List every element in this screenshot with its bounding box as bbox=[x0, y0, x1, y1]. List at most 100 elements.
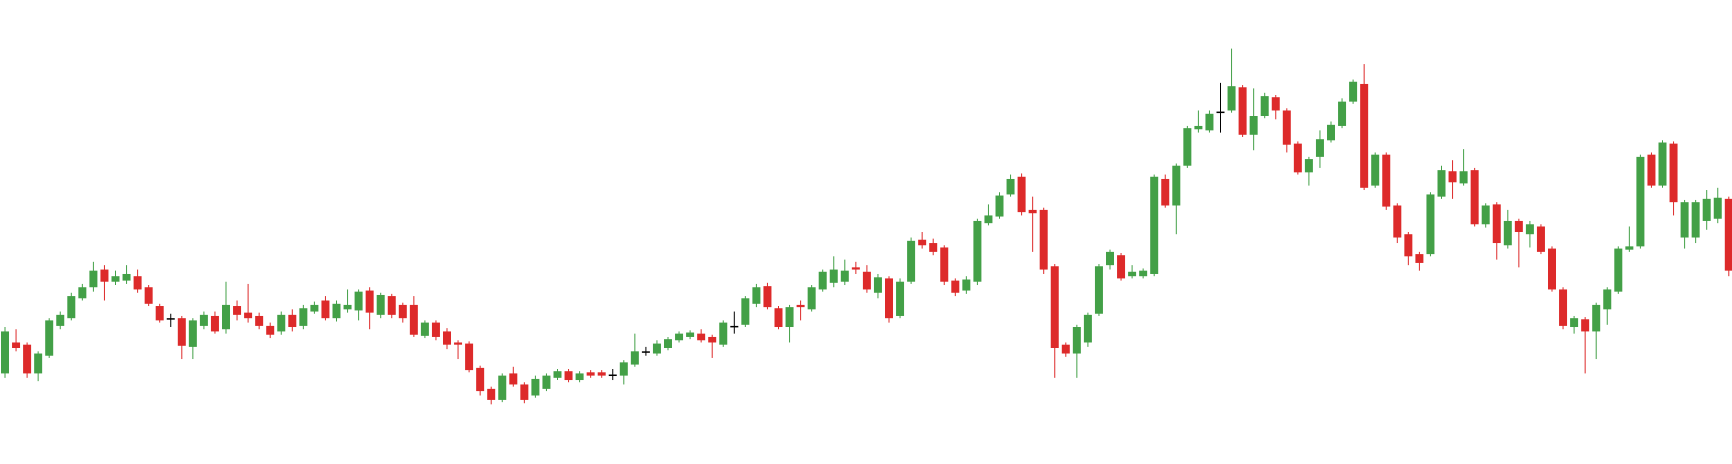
candle-body bbox=[664, 339, 672, 348]
candle-body bbox=[23, 344, 32, 374]
candle-body bbox=[45, 320, 54, 356]
candle-body bbox=[1227, 86, 1236, 111]
candle-body bbox=[973, 220, 982, 282]
candle-body bbox=[1724, 198, 1732, 271]
candle-body bbox=[498, 375, 507, 400]
candle-body bbox=[487, 388, 496, 400]
candle-body bbox=[1150, 176, 1159, 274]
candle-body bbox=[542, 375, 551, 389]
candle-body bbox=[951, 280, 960, 293]
candle-body bbox=[1083, 314, 1092, 343]
candle-body bbox=[686, 332, 695, 337]
candle-body bbox=[188, 320, 197, 347]
candle-body bbox=[1448, 171, 1457, 183]
candle-body bbox=[641, 351, 650, 353]
candle-body bbox=[1349, 81, 1358, 102]
candle-body bbox=[1680, 202, 1689, 238]
candle-body bbox=[1017, 176, 1026, 213]
candle-body bbox=[1559, 289, 1568, 326]
candle-body bbox=[89, 270, 98, 288]
candle-body bbox=[708, 336, 717, 343]
candle-body bbox=[829, 269, 838, 283]
candle-body bbox=[1404, 234, 1413, 257]
candle-body bbox=[409, 304, 418, 335]
candle-body bbox=[984, 215, 993, 224]
candle-body bbox=[1117, 255, 1126, 279]
candle-body bbox=[12, 342, 21, 348]
candle-body bbox=[365, 290, 374, 313]
candle-body bbox=[133, 276, 142, 290]
candle-body bbox=[929, 243, 938, 252]
candle-body bbox=[100, 269, 109, 282]
candle-body bbox=[166, 318, 175, 320]
candle-body bbox=[796, 304, 805, 308]
candle-body bbox=[995, 195, 1004, 217]
candle-body bbox=[1050, 266, 1059, 348]
candle-body bbox=[1094, 266, 1103, 314]
candle-body bbox=[1, 331, 9, 374]
candle-body bbox=[630, 351, 639, 365]
candle-body bbox=[730, 325, 739, 328]
candle-body bbox=[1503, 220, 1512, 246]
candle-body bbox=[111, 276, 120, 282]
candle-body bbox=[443, 331, 451, 345]
candle-body bbox=[1492, 204, 1501, 244]
candle-body bbox=[553, 371, 562, 378]
candle-body bbox=[266, 325, 275, 335]
candle-body bbox=[1205, 113, 1214, 131]
candle-body bbox=[34, 353, 43, 374]
candle-body bbox=[1514, 220, 1523, 232]
candle-body bbox=[1713, 197, 1722, 219]
candle-body bbox=[277, 314, 286, 332]
candle-body bbox=[1039, 209, 1048, 270]
candle-body bbox=[1393, 205, 1402, 238]
candle-body bbox=[1426, 194, 1435, 255]
candle-body bbox=[321, 300, 330, 319]
candle-body bbox=[1260, 96, 1269, 116]
candle-body bbox=[1415, 254, 1424, 263]
candle-body bbox=[177, 318, 186, 346]
candle-body bbox=[1581, 319, 1590, 332]
candle-body bbox=[785, 307, 794, 328]
candle-body bbox=[1603, 289, 1612, 310]
candle-body bbox=[222, 304, 230, 330]
candle-body bbox=[818, 271, 827, 290]
candle-body bbox=[454, 342, 463, 345]
candle-body bbox=[1625, 246, 1634, 250]
candle-body bbox=[1548, 248, 1556, 290]
candle-body bbox=[851, 267, 860, 270]
candle-body bbox=[1293, 143, 1302, 173]
candle-body bbox=[520, 384, 529, 400]
candle-body bbox=[376, 294, 385, 315]
candle-body bbox=[1304, 159, 1313, 173]
candle-body bbox=[1128, 271, 1137, 277]
candle-body bbox=[1470, 170, 1479, 225]
candle-body bbox=[763, 286, 772, 308]
candle-body bbox=[420, 322, 429, 336]
candle-body bbox=[1614, 248, 1623, 292]
candle-body bbox=[774, 308, 783, 328]
candle-body bbox=[431, 322, 440, 337]
candle-body bbox=[1636, 156, 1645, 247]
candle-body bbox=[962, 279, 971, 291]
candle-body bbox=[1371, 154, 1380, 186]
candle-body bbox=[1702, 198, 1711, 221]
candle-body bbox=[619, 362, 628, 376]
candle-body bbox=[1315, 139, 1324, 157]
candle-body bbox=[1282, 110, 1291, 145]
candle-body bbox=[1658, 142, 1667, 186]
candle-body bbox=[531, 378, 540, 396]
candle-body bbox=[1382, 154, 1391, 207]
candle-body bbox=[885, 278, 893, 319]
candle-body bbox=[1459, 171, 1468, 184]
candle-body bbox=[299, 308, 308, 326]
candle-body bbox=[675, 333, 684, 341]
candle-body bbox=[807, 287, 816, 310]
candle-body bbox=[741, 298, 750, 325]
candle-body bbox=[465, 343, 474, 371]
candle-body bbox=[597, 372, 606, 376]
candle-body bbox=[1338, 101, 1347, 126]
candle-body bbox=[1161, 178, 1170, 206]
candle-body bbox=[288, 314, 297, 328]
